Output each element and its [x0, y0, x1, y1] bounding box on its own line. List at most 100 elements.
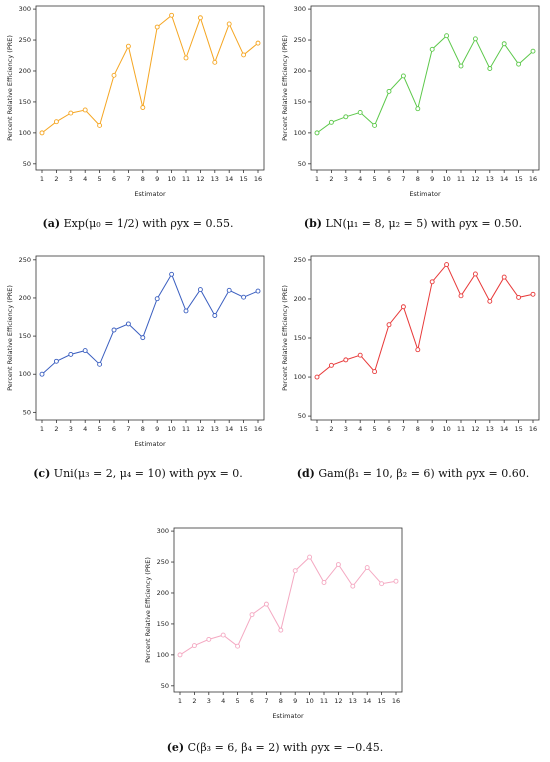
x-tick-label: 12 [334, 697, 342, 705]
x-tick-label: 13 [349, 697, 357, 705]
data-point [357, 352, 363, 358]
x-tick-label: 9 [155, 175, 159, 183]
x-tick-label: 6 [250, 697, 254, 705]
x-tick-label: 13 [211, 175, 219, 183]
y-tick-label: 100 [157, 651, 169, 659]
y-tick-label: 150 [19, 98, 31, 106]
data-point [169, 12, 175, 18]
x-tick-label: 15 [239, 425, 247, 433]
x-tick-label: 2 [329, 175, 333, 183]
data-point [357, 109, 363, 115]
x-tick-label: 16 [529, 175, 537, 183]
data-point [177, 652, 183, 658]
y-tick-label: 100 [19, 129, 31, 137]
data-point [530, 291, 536, 297]
x-tick-label: 13 [486, 425, 494, 433]
caption-c: (c) Uni(μ₃ = 2, μ₄ = 10) with ρyx = 0. [8, 467, 268, 480]
x-tick-label: 14 [225, 175, 233, 183]
x-tick-label: 3 [69, 175, 73, 183]
y-tick-label: 300 [294, 5, 306, 13]
y-tick-label: 100 [294, 129, 306, 137]
x-tick-label: 10 [167, 175, 175, 183]
x-tick-label: 5 [373, 425, 377, 433]
data-point [53, 358, 59, 364]
x-tick-label: 4 [221, 697, 225, 705]
x-tick-label: 7 [401, 425, 405, 433]
y-axis-title: Percent Relative Efficiency (PRE) [281, 285, 289, 391]
x-tick-label: 12 [196, 425, 204, 433]
data-point [372, 122, 378, 128]
x-tick-label: 10 [167, 425, 175, 433]
y-tick-label: 200 [19, 294, 31, 302]
y-tick-label: 50 [23, 408, 31, 416]
data-point [197, 15, 203, 21]
data-point [415, 106, 421, 112]
x-tick-label: 1 [40, 425, 44, 433]
chart-panel-e: 50 100 150 200 250 300 1 2 3 4 5 6 7 8 9 10 11 12 13 14 15 16… [138, 522, 413, 730]
x-tick-label: 1 [315, 175, 319, 183]
data-point [321, 580, 327, 585]
x-tick-label: 1 [315, 425, 319, 433]
x-tick-label: 4 [358, 425, 362, 433]
data-point [516, 61, 522, 67]
x-tick-label: 3 [344, 175, 348, 183]
x-tick-label: 11 [457, 425, 465, 433]
data-point [212, 313, 218, 318]
plot-frame [35, 5, 265, 171]
data-point [487, 298, 493, 304]
data-point [154, 296, 160, 302]
x-tick-label: 6 [112, 175, 116, 183]
x-tick-label: 8 [141, 175, 145, 183]
x-tick-label: 10 [442, 175, 450, 183]
data-point [125, 43, 131, 49]
data-point [415, 347, 421, 353]
x-tick-label: 5 [236, 697, 240, 705]
data-point [82, 107, 88, 113]
x-tick-label: 2 [54, 175, 58, 183]
x-tick-label: 1 [40, 175, 44, 183]
caption-e-label: (e) [166, 741, 185, 754]
caption-b-text: LN(μ₁ = 8, μ₂ = 5) with ρyx = 0.50. [325, 217, 523, 230]
data-point [241, 294, 247, 300]
caption-c-text: Uni(μ₃ = 2, μ₄ = 10) with ρyx = 0. [53, 467, 243, 480]
y-tick-label: 50 [298, 160, 306, 168]
x-tick-label: 16 [392, 697, 400, 705]
y-tick-label: 150 [294, 98, 306, 106]
caption-b: (b) LN(μ₁ = 8, μ₂ = 5) with ρyx = 0.50. [283, 217, 543, 230]
data-point [220, 632, 226, 638]
data-point [444, 262, 450, 268]
data-point [39, 371, 45, 377]
y-tick-label: 50 [23, 160, 31, 168]
y-tick-label: 50 [298, 412, 306, 420]
caption-d-label: (d) [296, 467, 315, 480]
plot-frame [310, 5, 540, 171]
y-tick-label: 250 [19, 36, 31, 44]
data-point [263, 601, 269, 607]
data-point [292, 568, 298, 574]
chart-panel-a: 50 100 150 200 250 300 1 2 3 4 5 6 7 8 9 10 11 12 13 14 15 16… [0, 0, 275, 208]
data-point [82, 348, 88, 354]
y-axis-title: Percent Relative Efficiency (PRE) [144, 557, 152, 663]
y-tick-label: 100 [294, 373, 306, 381]
x-tick-label: 10 [305, 697, 313, 705]
data-point [314, 130, 320, 136]
caption-a: (a) Exp(μ₀ = 1/2) with ρyx = 0.55. [8, 217, 268, 230]
data-point [429, 46, 435, 52]
data-point [241, 52, 247, 58]
y-tick-label: 150 [157, 620, 169, 628]
data-point [226, 21, 232, 27]
data-point [458, 63, 464, 69]
series-line [179, 556, 397, 656]
x-tick-label: 6 [387, 425, 391, 433]
caption-b-label: (b) [303, 217, 323, 230]
caption-a-text: Exp(μ₀ = 1/2) with ρyx = 0.55. [63, 217, 234, 230]
x-tick-label: 10 [442, 425, 450, 433]
x-axis-title: Estimator [272, 712, 304, 720]
data-point [364, 565, 370, 571]
y-tick-label: 200 [294, 67, 306, 75]
data-point [458, 293, 464, 299]
x-tick-label: 4 [83, 175, 87, 183]
